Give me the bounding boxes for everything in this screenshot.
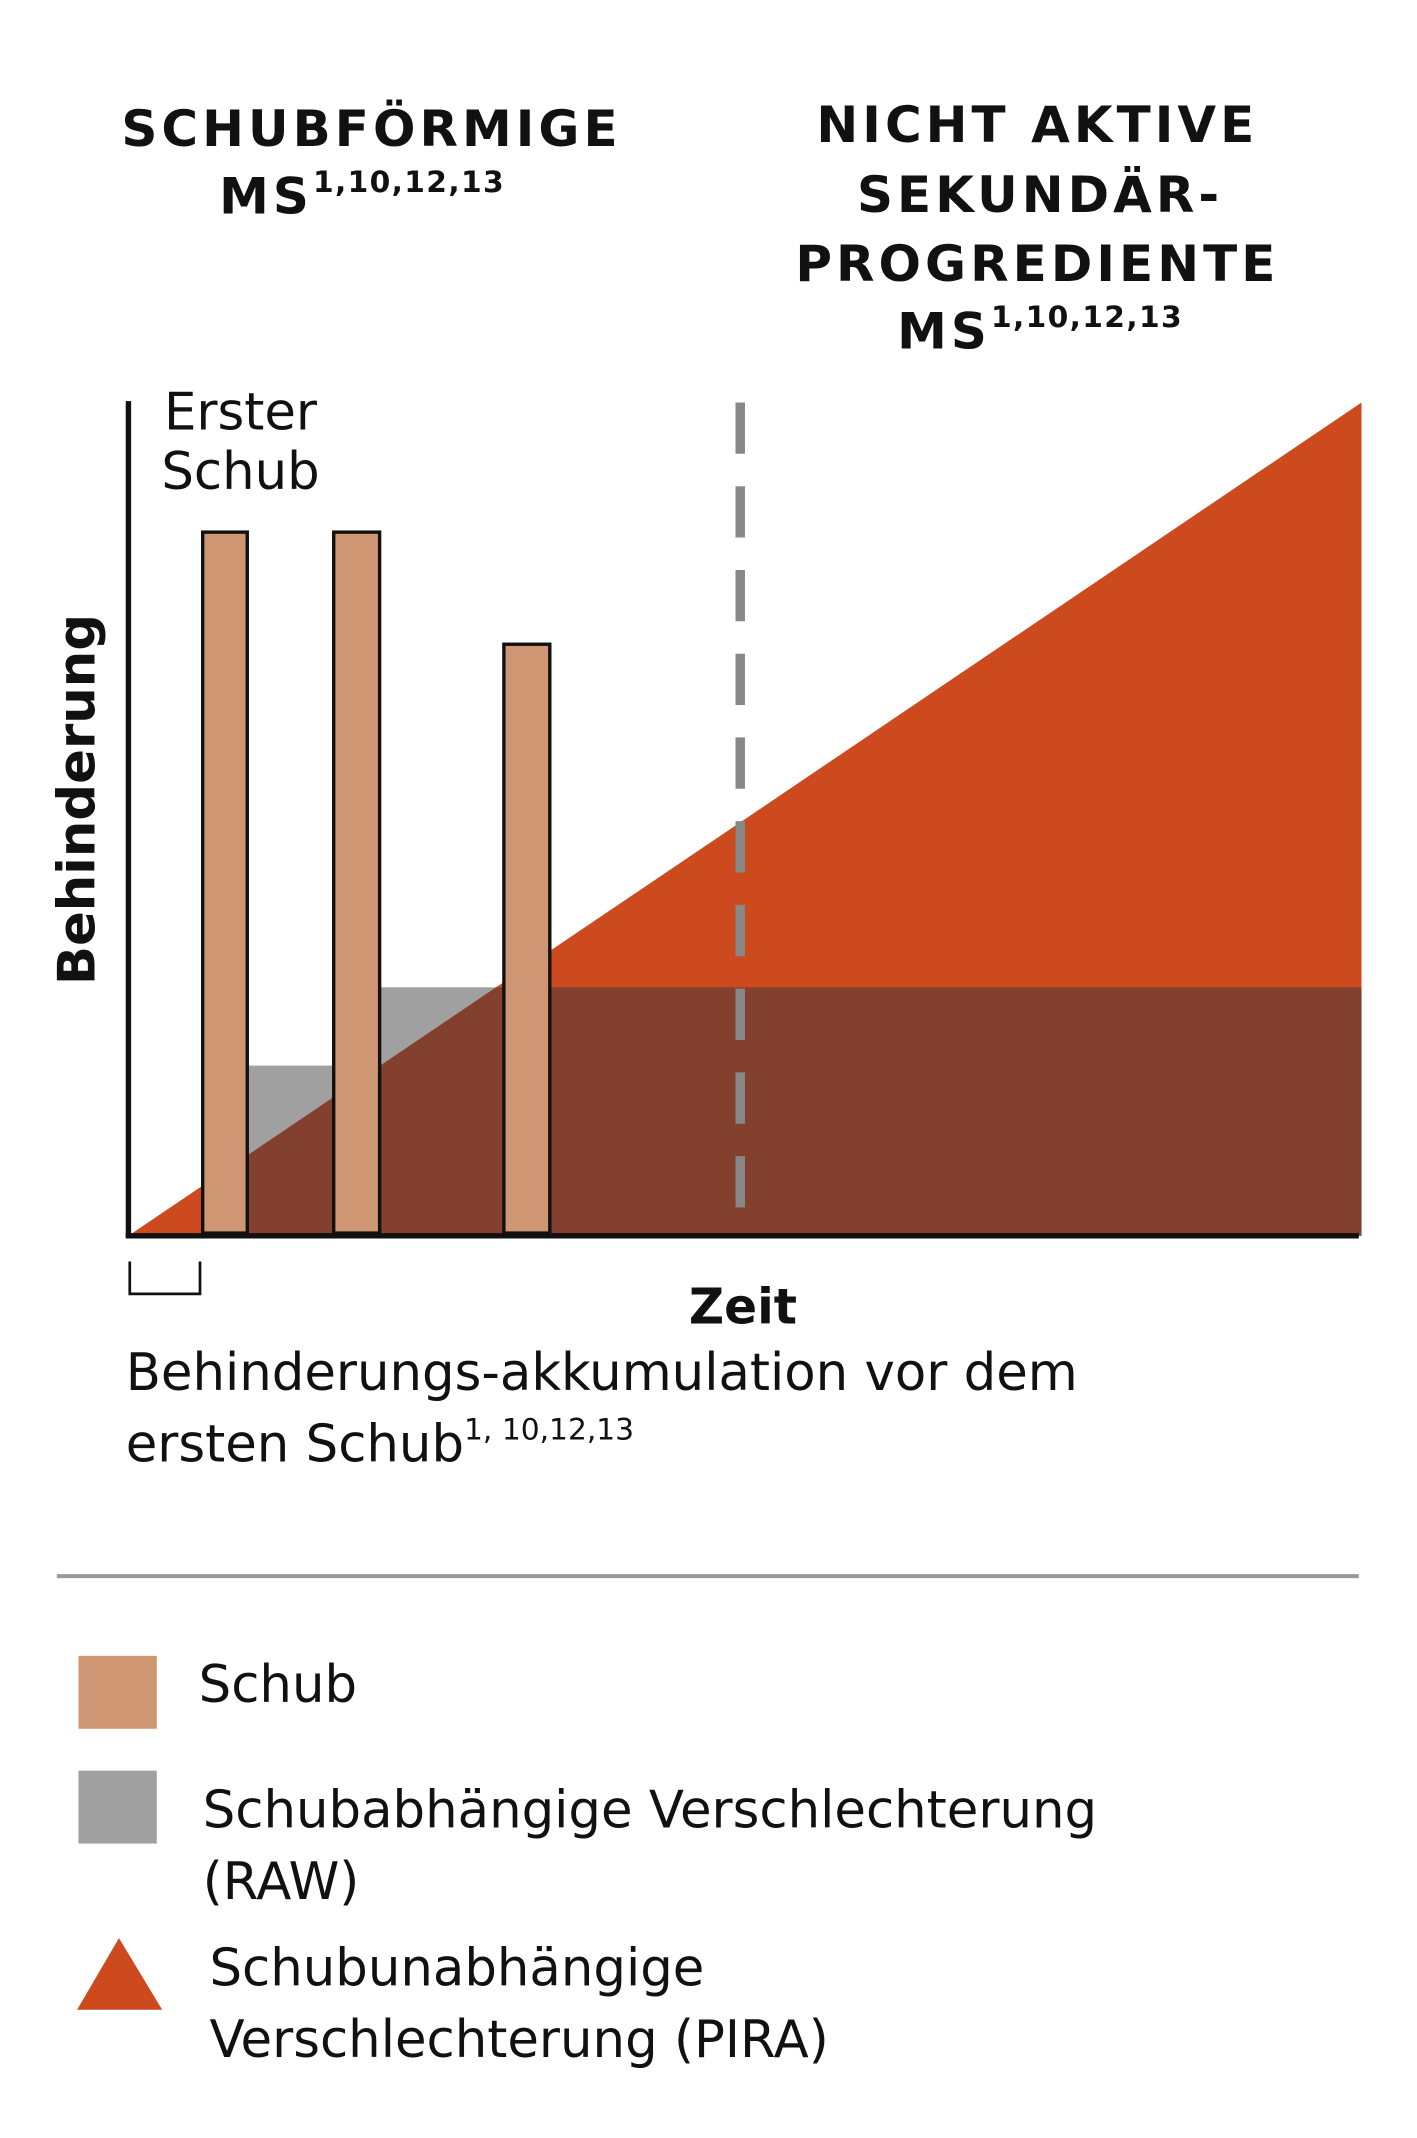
legend-label: (RAW): [203, 1852, 360, 1912]
overlap: [379, 987, 1362, 1236]
caption-text: ersten Schub: [126, 1414, 464, 1474]
legend-swatch: [78, 1655, 157, 1729]
legend-swatch: [77, 1938, 163, 2010]
legend-label: Schub: [199, 1655, 357, 1715]
legend-label: Schubabhängige Verschlechterung: [203, 1780, 1097, 1840]
superscript: 1, 10,12,13: [464, 1413, 634, 1448]
title-text: MS: [219, 167, 313, 225]
overlap: [247, 1097, 334, 1236]
title-text: MS: [897, 302, 991, 360]
bracket: [128, 1261, 202, 1296]
title-left: MS1,10,12,13: [219, 165, 505, 226]
title-left: SCHUBFÖRMIGE: [121, 99, 621, 158]
title-right: PROGREDIENTE: [795, 235, 1279, 293]
title-right: MS1,10,12,13: [897, 300, 1183, 361]
relapse-bar: [201, 530, 249, 1235]
annotation: Schub: [161, 442, 319, 502]
superscript: 1,10,12,13: [991, 300, 1183, 335]
title-right: NICHT AKTIVE: [816, 96, 1258, 154]
relapse-bar: [502, 642, 552, 1235]
y-axis-label: Behinderung: [48, 614, 108, 985]
x-axis-label: Zeit: [689, 1280, 797, 1336]
relapse-bar: [332, 530, 382, 1235]
title-right: SEKUNDÄR-: [857, 166, 1223, 224]
legend-label: Verschlechterung (PIRA): [209, 2010, 828, 2070]
annotation: Erster: [164, 382, 318, 442]
legend-swatch: [78, 1770, 157, 1844]
caption: Behinderungs-akkumulation vor dem: [126, 1343, 1078, 1403]
legend-label: Schubunabhängige: [209, 1938, 704, 1998]
superscript: 1,10,12,13: [313, 165, 505, 200]
caption: ersten Schub1, 10,12,13: [126, 1413, 634, 1475]
